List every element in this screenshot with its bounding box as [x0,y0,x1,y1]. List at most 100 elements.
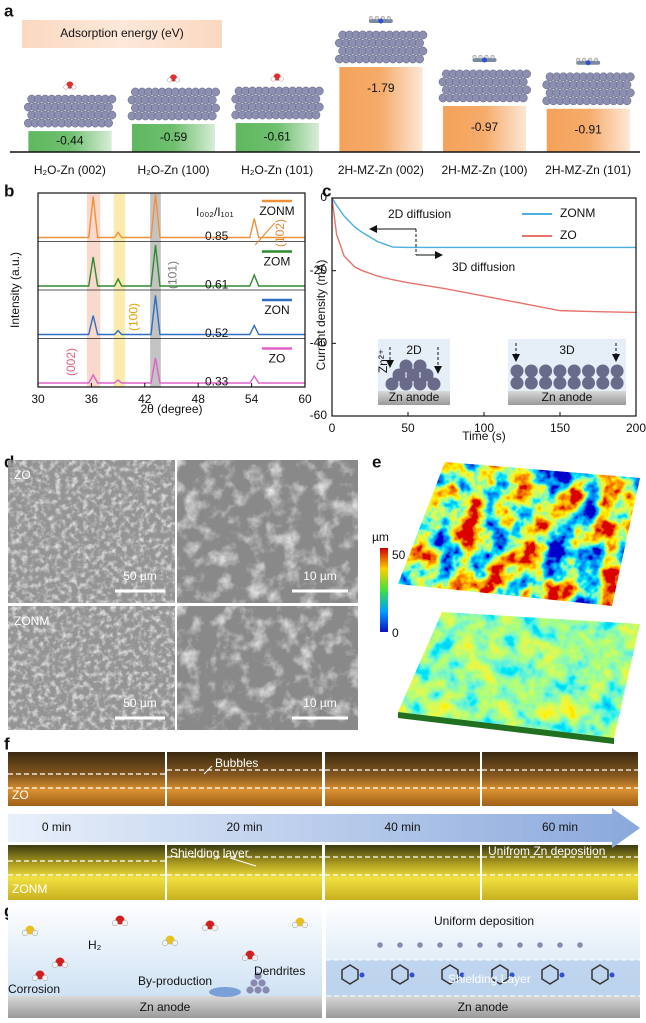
atom [497,942,503,948]
colorbar-tick: 50 [392,548,406,562]
atom [418,46,428,56]
atom [537,942,543,948]
value-label: -0.91 [574,123,602,137]
category-label: H₂O-Zn (002) [34,163,106,177]
optical-image [167,845,322,900]
category-label: 2H-MZ-Zn (101) [545,163,631,177]
ratio-value: 0.85 [205,229,229,243]
atom [374,15,379,21]
time-label: 60 min [542,820,578,834]
atom [510,364,524,378]
atom [21,929,29,937]
atom [270,76,276,82]
atom [427,377,441,391]
atom [413,377,427,391]
atom [459,972,465,978]
annotation: 2D diffusion [388,207,451,221]
ratio-value: 0.52 [205,326,229,340]
atom [413,359,427,373]
atom [406,368,420,382]
anode [326,996,640,1018]
schematic-label: H₂ [88,938,102,952]
y-tick-label: 0 [320,190,327,204]
atom [622,96,632,106]
atom [559,972,565,978]
bar-shine [443,105,526,152]
atom [262,986,270,994]
y-tick-label: -20 [310,263,328,277]
sem-image [177,606,358,730]
time-label: 0 min [42,820,71,834]
bar-shine [546,108,630,152]
atom [625,72,635,82]
x-tick-label: 54 [245,392,259,406]
atom [490,54,495,59]
atom [610,364,624,378]
panel-label: f [4,734,10,753]
data-line [38,357,305,384]
atom [397,942,403,948]
atom [258,979,266,987]
y-tick-label: -40 [310,336,328,350]
atom [368,15,373,21]
ratio-value: 0.33 [205,375,229,389]
atom [482,57,487,63]
atom [211,87,220,97]
schematic-label: Shielding Layer [448,972,531,986]
category-label: H₂O-Zn (100) [137,163,209,177]
y-tick-label: -60 [310,408,328,422]
atom [41,974,49,982]
atom [175,77,180,83]
atom [522,69,531,79]
atom [61,961,69,969]
x-tick-label: 48 [192,392,206,406]
optical-image [167,752,322,806]
atom [241,954,249,962]
anode [8,996,322,1018]
ratio-header: I₀₀₂/I₁₀₁ [196,205,234,219]
atom [161,939,169,947]
bar-shine [235,123,319,152]
optical-sample-label: ZO [12,788,29,802]
legend-label: ZONM [259,204,294,218]
inset-label: 3D [559,343,575,357]
atom [51,961,59,969]
atom [553,364,567,378]
leader [254,222,276,246]
atom [291,921,299,929]
atom [609,972,615,978]
scale-bar-label: 50 µm [123,569,157,583]
legend-label: ZO [269,352,286,366]
time-label: 20 min [226,820,262,834]
atom [517,942,523,948]
atom [171,939,179,947]
atom [518,93,528,103]
atom [31,929,39,937]
colorbar-unit: µm [372,530,389,544]
atom [518,77,528,87]
category-label: 2H-MZ-Zn (100) [441,163,527,177]
x-tick-label: 30 [31,392,45,406]
atom [104,102,113,112]
atom [420,368,434,382]
atom [211,103,220,113]
y-axis-label: Current density (mA) [314,260,328,371]
cell [8,902,322,996]
atom [104,118,113,128]
atom [107,94,117,104]
panel-label: b [4,181,14,200]
atom [596,364,610,378]
atom [409,972,415,978]
atom [314,86,324,96]
optical-image [8,845,165,900]
inset-anode [508,391,626,405]
inset-label: 2D [406,343,422,357]
atom [392,368,406,382]
atom [207,111,217,121]
data-line [38,295,305,336]
atom [254,986,262,994]
inset-anode [378,391,450,405]
optical-image [325,752,480,806]
optical-sample-label: ZONM [12,882,47,896]
time-arrow [8,808,640,848]
